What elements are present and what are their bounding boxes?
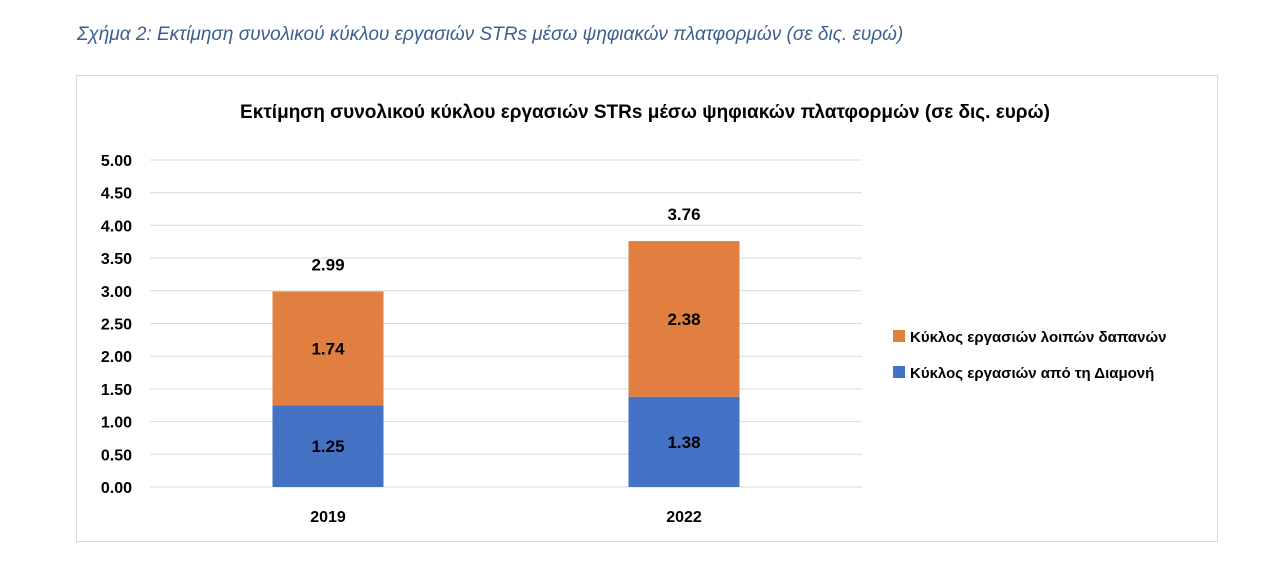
bar-segment-other-expenses — [272, 291, 384, 406]
bars — [272, 241, 740, 487]
y-tick-label: 2.50 — [101, 317, 132, 334]
y-tick-label: 3.00 — [101, 284, 132, 301]
y-tick-label: 1.00 — [101, 415, 132, 432]
bar-segment-other-expenses — [628, 241, 740, 397]
figure-caption: Σχήμα 2: Εκτίμηση συνολικού κύκλου εργασ… — [77, 24, 904, 45]
legend-label: Κύκλος εργασιών από τη Διαμονή — [910, 365, 1154, 382]
x-tick-label: 2022 — [666, 509, 702, 526]
gridlines — [150, 159, 862, 488]
legend-label: Κύκλος εργασιών λοιπών δαπανών — [910, 329, 1167, 346]
data-label: 2.38 — [667, 310, 700, 329]
y-axis-ticks: 0.00 0.50 1.00 1.50 2.00 2.50 3.00 3.50 4.00 4.50… — [101, 153, 132, 497]
legend: Κύκλος εργασιών λοιπών δαπανών Κύκλος εργ… — [893, 329, 1167, 382]
y-tick-label: 5.00 — [101, 153, 132, 170]
y-tick-label: 2.00 — [101, 349, 132, 366]
bar-segment-accommodation — [272, 405, 384, 487]
total-label: 3.76 — [667, 205, 700, 224]
y-tick-label: 4.50 — [101, 186, 132, 203]
y-tick-label: 0.50 — [101, 447, 132, 464]
data-label: 1.74 — [311, 339, 345, 358]
x-axis-ticks: 2019 2022 — [310, 509, 702, 526]
chart-title: Εκτίμηση συνολικού κύκλου εργασιών STRs … — [240, 102, 1050, 123]
data-label: 1.38 — [667, 433, 700, 452]
data-label: 1.25 — [311, 437, 344, 456]
y-tick-label: 4.00 — [101, 218, 132, 235]
y-tick-label: 1.50 — [101, 382, 132, 399]
y-tick-label: 3.50 — [101, 251, 132, 268]
data-labels: 1.25 1.74 2.99 1.38 2.38 3.76 — [311, 205, 700, 456]
legend-swatch — [893, 366, 905, 378]
legend-swatch — [893, 330, 905, 342]
y-tick-label: 0.00 — [101, 480, 132, 497]
total-label: 2.99 — [311, 255, 344, 274]
bar-segment-accommodation — [628, 396, 740, 487]
x-tick-label: 2019 — [310, 509, 346, 526]
